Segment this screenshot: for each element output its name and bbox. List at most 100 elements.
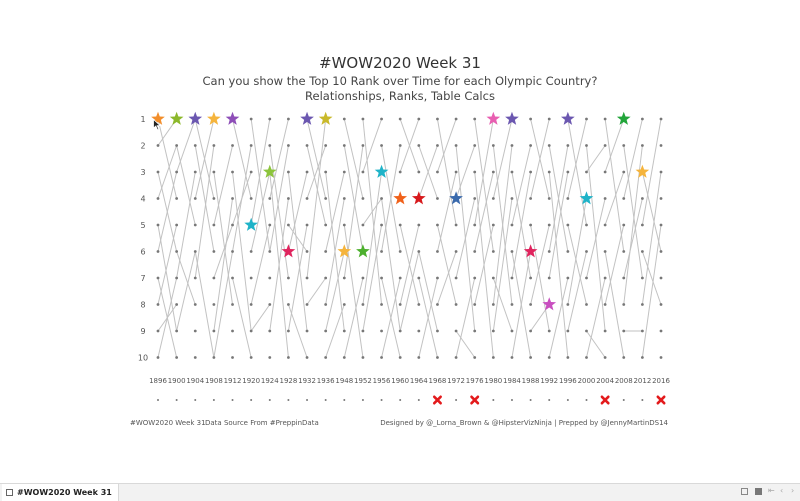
rank-dot	[156, 144, 160, 147]
rank-dot	[231, 223, 234, 227]
rank-dot	[287, 356, 290, 359]
host-row-dot	[566, 399, 569, 401]
rank-dot	[640, 197, 644, 200]
rank-connector-line	[604, 118, 625, 173]
rank-connector-line	[325, 198, 345, 305]
rank-dot	[436, 250, 439, 253]
rank-dot	[622, 223, 626, 227]
rank-dot	[193, 276, 197, 280]
filmstrip-view-icon[interactable]	[755, 488, 762, 495]
rank-connector-line	[306, 118, 327, 279]
rank-connector-line	[157, 145, 178, 199]
rank-dot	[566, 356, 570, 359]
rank-dot	[491, 329, 495, 333]
host-row-dot	[455, 399, 458, 401]
x-tick-label: 1900	[168, 377, 186, 385]
rank-connector-line	[604, 224, 625, 305]
country-star-marker	[579, 191, 594, 205]
rank-dot	[342, 197, 346, 200]
rank-connector-line	[325, 171, 345, 252]
rank-dot	[454, 303, 458, 306]
rank-connector-line	[455, 277, 476, 358]
country-star-marker	[523, 244, 538, 258]
y-tick-label: 4	[140, 195, 145, 204]
rank-dot	[398, 250, 402, 253]
rank-dot	[398, 356, 402, 359]
rank-dot	[640, 250, 644, 253]
rank-connector-line	[511, 251, 532, 358]
rank-connector-line	[474, 118, 494, 226]
rank-dot	[193, 356, 197, 359]
rank-dot	[585, 276, 588, 280]
rank-connector-line	[530, 118, 550, 199]
rank-connector-line	[213, 171, 234, 305]
rank-dot	[231, 144, 234, 147]
rank-connector-line	[232, 277, 252, 358]
rank-dot	[305, 197, 309, 200]
rank-dot	[361, 197, 365, 200]
rank-connector-line	[567, 118, 587, 199]
country-star-marker	[505, 111, 519, 125]
host-row-dot	[529, 399, 532, 401]
rank-dot	[436, 356, 439, 359]
rank-connector-line	[586, 330, 606, 358]
rank-dot	[305, 276, 309, 280]
rank-dot	[547, 197, 551, 200]
rank-connector-line	[381, 277, 401, 358]
rank-dot	[547, 223, 551, 227]
rank-dot	[529, 197, 532, 200]
rank-connector-line	[306, 118, 327, 199]
rank-dot	[361, 276, 365, 280]
rank-dot	[547, 170, 551, 174]
host-row-dot	[510, 399, 513, 401]
host-row-dot	[157, 399, 159, 401]
rank-dot	[342, 170, 346, 174]
rank-connector-line	[548, 145, 569, 252]
rank-connector-line	[455, 330, 476, 358]
grid-view-icon[interactable]	[741, 488, 748, 495]
rank-dot	[659, 170, 663, 174]
rank-dot	[361, 356, 365, 359]
first-page-icon[interactable]: ⇤	[768, 486, 775, 495]
rank-dot	[491, 223, 495, 227]
rank-dot	[529, 303, 532, 306]
rank-dot	[585, 329, 588, 333]
rank-dot	[566, 170, 570, 174]
rank-dot	[491, 144, 495, 147]
rank-dot	[417, 117, 421, 121]
rank-dot	[249, 117, 253, 121]
rank-dot	[268, 117, 272, 121]
rank-dot	[510, 276, 514, 280]
next-page-icon[interactable]: ›	[791, 486, 795, 495]
sheet-tab-bar: #WOW2020 Week 31 ⇤ ‹ ›	[0, 483, 800, 501]
rank-dot	[324, 276, 328, 280]
rank-dot	[268, 329, 272, 333]
rank-dot	[585, 356, 588, 359]
rank-dot	[436, 197, 439, 200]
rank-dot	[585, 144, 588, 147]
rank-dot	[491, 303, 495, 306]
rank-connector-line	[604, 251, 625, 358]
rank-connector-line	[492, 198, 513, 332]
rank-dot	[473, 276, 477, 280]
rank-dot	[659, 276, 663, 280]
rank-dot	[640, 329, 644, 333]
rank-dot	[473, 170, 477, 174]
rank-dot	[212, 303, 216, 306]
country-star-marker	[281, 244, 296, 258]
sheet-tab[interactable]: #WOW2020 Week 31	[2, 484, 119, 501]
previous-page-icon[interactable]: ‹	[780, 486, 784, 495]
x-tick-label: 1952	[354, 377, 372, 385]
rank-dot	[510, 197, 514, 200]
rank-dot	[249, 170, 253, 174]
rank-dot	[491, 250, 495, 253]
rank-dot	[156, 197, 160, 200]
rank-connector-line	[287, 171, 308, 332]
host-row-dot	[492, 399, 495, 401]
rank-dot	[175, 356, 179, 359]
rank-dot	[510, 223, 514, 227]
rank-dot	[193, 223, 197, 227]
rank-dot	[566, 329, 570, 333]
rank-dot	[193, 329, 197, 333]
rank-dot	[454, 117, 458, 121]
